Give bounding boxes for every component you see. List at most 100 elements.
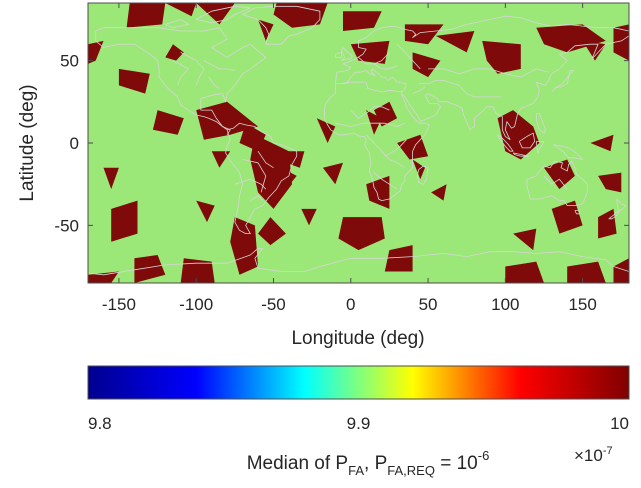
high-region-44 — [384, 245, 413, 272]
high-region-15 — [196, 200, 215, 223]
coastline-30 — [358, 52, 390, 65]
high-region-25 — [412, 52, 441, 78]
coastline-9 — [324, 83, 336, 119]
coastline-5 — [165, 19, 189, 29]
coastline-0 — [95, 27, 267, 136]
high-region-13 — [103, 167, 119, 190]
colorbar-label: Median of PFA, PFA,REQ = 10-6 — [247, 448, 490, 478]
x-axis-label: Longitude (deg) — [291, 328, 424, 349]
y-tick-label-2: -50 — [54, 216, 79, 235]
coastline-19 — [512, 152, 529, 157]
high-region-3 — [118, 68, 150, 94]
colorbar-multiplier-exp: -7 — [603, 445, 613, 457]
coastline-34 — [443, 80, 501, 98]
coastline-43 — [180, 52, 205, 86]
high-region-18 — [230, 217, 258, 275]
coastline-33 — [428, 68, 549, 78]
coastline-12 — [341, 47, 353, 61]
coastline-15 — [526, 160, 588, 207]
coastline-8 — [335, 68, 407, 93]
coastline-40 — [373, 172, 398, 190]
high-region-43 — [338, 217, 385, 251]
coastline-21 — [535, 140, 545, 154]
high-region-11 — [211, 151, 231, 168]
x-tick-label-5: 100 — [491, 295, 519, 314]
high-region-48 — [505, 261, 544, 283]
y-axis-label: Latitude (deg) — [17, 84, 38, 201]
map-axes: -150 -100 -50 0 50 100 150 50 0 -50 Longitude (d… — [17, 2, 630, 349]
high-region-6 — [258, 19, 274, 41]
coastline-27 — [208, 76, 220, 89]
coastline-38 — [335, 122, 406, 127]
colorbar-tick-label-0: 9.8 — [88, 414, 112, 433]
coastline-44 — [172, 60, 189, 86]
colorbar: 9.8 9.9 10 Median of PFA, PFA,REQ = 10-6 ×… — [87, 365, 630, 478]
coastline-13 — [334, 52, 342, 58]
x-tick-label-3: 0 — [346, 295, 355, 314]
coastline-42 — [543, 175, 568, 190]
high-region-27 — [482, 40, 521, 74]
colorbar-label-sub1: FA — [348, 463, 364, 478]
coastline-41 — [384, 139, 407, 157]
high-region-41 — [590, 134, 614, 152]
high-region-31 — [374, 101, 398, 127]
colorbar-tick-labels: 9.8 9.9 10 — [88, 414, 629, 433]
coastline-11 — [416, 165, 429, 185]
coastline-3 — [242, 5, 321, 45]
colorbar-tick-label-2: 10 — [610, 414, 629, 433]
high-region-17 — [180, 258, 215, 283]
coastline-31 — [373, 63, 398, 70]
colorbar-label-sep: , P — [364, 453, 387, 474]
coastline-2 — [225, 122, 298, 235]
y-tick-label-1: 0 — [70, 134, 79, 153]
coastline-35 — [418, 80, 444, 85]
coastline-28 — [242, 159, 267, 193]
high-region-20 — [281, 167, 297, 190]
high-region-19 — [258, 217, 286, 246]
x-tick-label-6: 150 — [568, 295, 596, 314]
high-region-51 — [88, 271, 119, 283]
colorbar-multiplier: ×10-7 — [574, 445, 613, 465]
coastline-45 — [234, 178, 267, 190]
high-value-regions — [88, 3, 629, 283]
high-region-34 — [366, 175, 390, 209]
coastline-37 — [350, 106, 390, 119]
high-region-26 — [435, 31, 475, 53]
coastline-24 — [88, 247, 629, 276]
high-region-45 — [513, 228, 537, 251]
colorbar-strip — [87, 365, 630, 400]
high-region-14 — [111, 200, 138, 242]
high-region-33 — [316, 118, 336, 143]
x-tick-label-2: -50 — [261, 295, 286, 314]
high-region-29 — [582, 40, 606, 61]
coastline-4 — [196, 5, 251, 24]
coastline-20 — [518, 132, 536, 149]
y-tick-labels: 50 0 -50 — [54, 52, 629, 235]
high-region-16 — [134, 255, 166, 283]
coastline-36 — [412, 86, 426, 94]
high-region-21 — [301, 208, 317, 226]
x-tick-label-4: 50 — [419, 295, 438, 314]
high-region-37 — [431, 184, 447, 201]
high-region-32 — [322, 162, 343, 185]
high-region-0 — [126, 3, 166, 28]
colorbar-label-eq: = 10 — [435, 453, 478, 474]
colorbar-label-main: Median of P — [247, 453, 348, 474]
high-region-50 — [88, 40, 104, 64]
high-region-39 — [513, 126, 534, 147]
high-region-2 — [165, 44, 184, 61]
high-region-52 — [613, 24, 629, 61]
coastline-26 — [203, 60, 235, 71]
high-region-53 — [613, 258, 629, 283]
high-region-24 — [404, 24, 444, 45]
coastline-25 — [73, 26, 85, 37]
x-tick-label-0: -150 — [102, 295, 136, 314]
coastline-22 — [553, 144, 583, 160]
coastline-6 — [334, 15, 629, 84]
high-region-7 — [152, 110, 184, 135]
coastline-14 — [551, 70, 574, 93]
high-region-46 — [551, 200, 583, 234]
coastline-7 — [401, 35, 629, 141]
coastline-23 — [535, 113, 546, 134]
